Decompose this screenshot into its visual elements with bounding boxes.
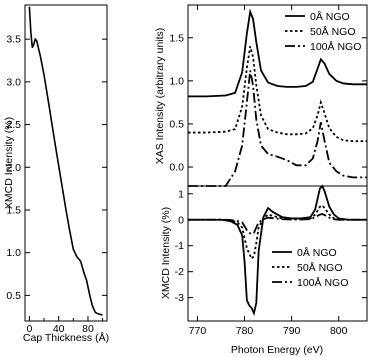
xmcd-ticks: -3 -2 -1 0 1 770 780 790 800	[175, 188, 367, 337]
xmcd-ytick-label: -3	[175, 292, 184, 304]
left-plot-frame	[24, 4, 108, 322]
left-ytick-label: 0.5	[6, 290, 21, 302]
xmcd-legend-label-2: 100Å NGO	[297, 276, 348, 289]
xmcd-xtick-label: 790	[283, 325, 301, 337]
xas-ytick-label: 1.5	[169, 32, 184, 44]
xmcd-xlabel: Photon Energy (eV)	[231, 344, 323, 356]
left-ytick-label: 3.0	[6, 76, 21, 88]
xas-ticks: 0.0 0.5 1.0 1.5	[169, 5, 367, 174]
left-xtick-label: 40	[53, 323, 65, 335]
xmcd-line-50A	[188, 204, 367, 261]
xas-panel: 0.0 0.5 1.0 1.5 XAS Intensity (arbitrary un…	[154, 4, 368, 187]
xas-ylabel: XAS Intensity (arbitrary units)	[154, 28, 166, 165]
xmcd-ytick-label: 1	[178, 188, 184, 200]
xmcd-ytick-label: 0	[178, 214, 184, 226]
xmcd-legend-label-0: 0Å NGO	[297, 246, 337, 259]
xmcd-ylabel: XMCD Intensity (%)	[160, 207, 172, 299]
xas-legend: 0Å NGO 50Å NGO 100Å NGO	[285, 10, 361, 53]
left-xtick-label: 0	[26, 323, 32, 335]
xmcd-plot-frame	[187, 185, 368, 322]
left-xtick-label: 80	[82, 323, 94, 335]
xas-ytick-label: 0.0	[169, 162, 184, 174]
xmcd-xtick-label: 800	[330, 325, 348, 337]
xas-line-50A	[188, 46, 367, 143]
xas-ytick-label: 1.0	[169, 75, 184, 87]
left-ytick-label: 2.5	[6, 119, 21, 131]
xmcd-xtick-label: 770	[189, 325, 207, 337]
xmcd-xtick-label: 780	[236, 325, 254, 337]
xmcd-ytick-label: -1	[175, 240, 184, 252]
xmcd-thickness-line	[28, 6, 103, 316]
left-ytick-label: 3.5	[6, 34, 21, 46]
xmcd-ytick-label: -2	[175, 266, 184, 278]
xas-line-100A	[188, 70, 367, 187]
left-ylabel: XMCD Intensity (%)	[3, 117, 15, 209]
xas-line-0A	[188, 8, 367, 98]
xmcd-legend: 0Å NGO 50Å NGO 100Å NGO	[272, 246, 348, 289]
xas-legend-label-1: 50Å NGO	[310, 25, 356, 38]
left-xlabel: Cap Thickness (Å)	[23, 331, 109, 344]
left-ytick-label: 2.0	[6, 162, 21, 174]
xmcd-line-0A	[188, 184, 367, 317]
xmcd-legend-label-1: 50Å NGO	[297, 261, 343, 274]
left-panel: 0.5 1.0 1.5 2.0 2.5 3.0 3.5 0 40 80 Cap Thickness…	[3, 4, 109, 344]
xmcd-line-100A	[188, 213, 367, 236]
left-ytick-label: 1.0	[6, 247, 21, 259]
xas-ytick-label: 0.5	[169, 118, 184, 130]
xas-legend-label-2: 100Å NGO	[310, 40, 361, 53]
left-ticks: 0.5 1.0 1.5 2.0 2.5 3.0 3.5 0 40 80	[6, 34, 107, 335]
xas-legend-label-0: 0Å NGO	[310, 10, 350, 23]
left-ytick-label: 1.5	[6, 204, 21, 216]
